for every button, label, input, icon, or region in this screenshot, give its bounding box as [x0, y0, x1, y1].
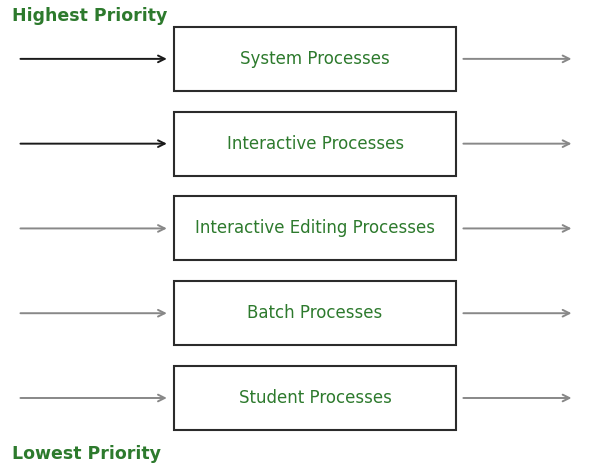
Text: Interactive Processes: Interactive Processes [227, 135, 403, 153]
Bar [174, 196, 456, 260]
Text: Highest Priority: Highest Priority [12, 7, 167, 25]
Bar [174, 281, 456, 345]
Bar [174, 27, 456, 91]
Bar [174, 112, 456, 176]
Text: Lowest Priority: Lowest Priority [12, 445, 161, 463]
Text: Interactive Editing Processes: Interactive Editing Processes [195, 219, 435, 237]
Text: Student Processes: Student Processes [239, 389, 392, 407]
Text: System Processes: System Processes [240, 50, 390, 68]
Bar [174, 366, 456, 430]
Text: Batch Processes: Batch Processes [247, 304, 383, 322]
